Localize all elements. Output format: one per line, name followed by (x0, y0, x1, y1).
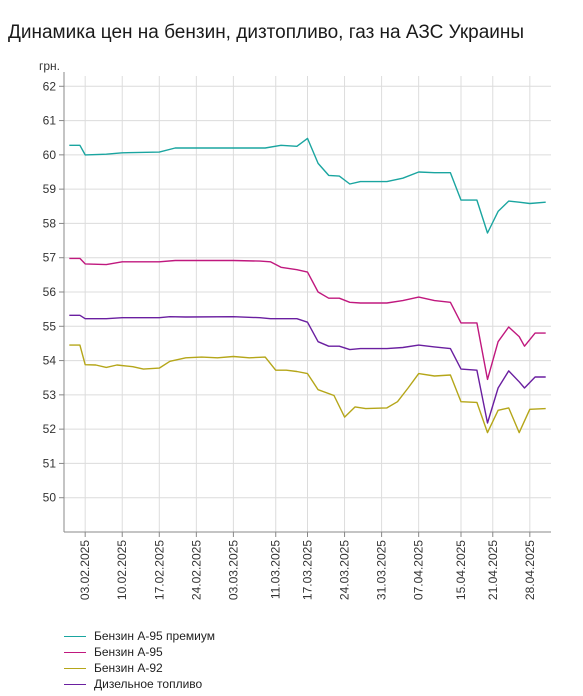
legend-swatch (64, 651, 86, 653)
x-tick-label: 11.03.2025 (269, 540, 283, 599)
legend-label: Дизельное топливо (94, 677, 203, 691)
y-axis-unit-label: грн. (39, 59, 60, 73)
y-tick-label: 52 (43, 422, 57, 436)
x-tick-label: 07.04.2025 (412, 540, 426, 600)
x-tick-label: 31.03.2025 (375, 540, 389, 600)
legend-item: Бензин А-95 (64, 644, 215, 660)
y-tick-label: 59 (43, 182, 57, 196)
y-tick-label: 51 (43, 456, 57, 470)
y-tick-label: 58 (43, 216, 57, 230)
series-line-2 (69, 257, 546, 381)
x-tick-label: 03.02.2025 (78, 540, 92, 600)
legend-label: Бензин А-95 премиум (94, 629, 215, 643)
y-tick-label: 61 (43, 114, 57, 128)
y-tick-label: 54 (43, 354, 57, 368)
x-tick-label: 17.02.2025 (152, 540, 166, 600)
y-tick-label: 60 (43, 148, 57, 162)
chart-title: Динамика цен на бензин, дизтопливо, газ … (8, 22, 525, 43)
series-line-1 (69, 137, 546, 234)
axes (59, 72, 551, 537)
series-line-3 (69, 344, 546, 434)
x-tick-label: 15.04.2025 (454, 540, 468, 600)
legend-label: Бензин А-95 (94, 645, 163, 659)
x-tick-label: 24.03.2025 (338, 540, 352, 600)
y-tick-labels: 50 51 52 53 54 55 56 57 58 59 60 61 62 (43, 79, 57, 504)
legend-swatch (64, 683, 86, 685)
legend-item: Бензин А-92 (64, 660, 215, 676)
grid-lines (64, 76, 551, 532)
y-tick-label: 62 (43, 79, 57, 93)
legend-item: Дизельное топливо (64, 676, 215, 692)
x-tick-label: 28.04.2025 (523, 540, 537, 600)
series-line-4 (69, 314, 546, 424)
y-tick-label: 56 (43, 285, 57, 299)
series-lines (69, 137, 546, 434)
legend-swatch (64, 635, 86, 637)
x-tick-labels: 03.02.2025 10.02.2025 17.02.2025 24.02.2025… (78, 540, 537, 600)
legend: Бензин А-95 премиум Бензин А-95 Бензин А-9… (64, 628, 215, 692)
y-tick-label: 55 (43, 319, 57, 333)
x-tick-label: 24.02.2025 (189, 540, 203, 600)
y-tick-label: 50 (43, 491, 57, 505)
y-tick-label: 53 (43, 388, 57, 402)
legend-label: Бензин А-92 (94, 661, 163, 675)
legend-item: Бензин А-95 премиум (64, 628, 215, 644)
x-tick-label: 21.04.2025 (486, 540, 500, 600)
y-tick-label: 57 (43, 251, 57, 265)
x-tick-label: 17.03.2025 (301, 540, 315, 600)
x-tick-label: 10.02.2025 (115, 540, 129, 600)
legend-swatch (64, 667, 86, 669)
x-tick-label: 03.03.2025 (226, 540, 240, 600)
